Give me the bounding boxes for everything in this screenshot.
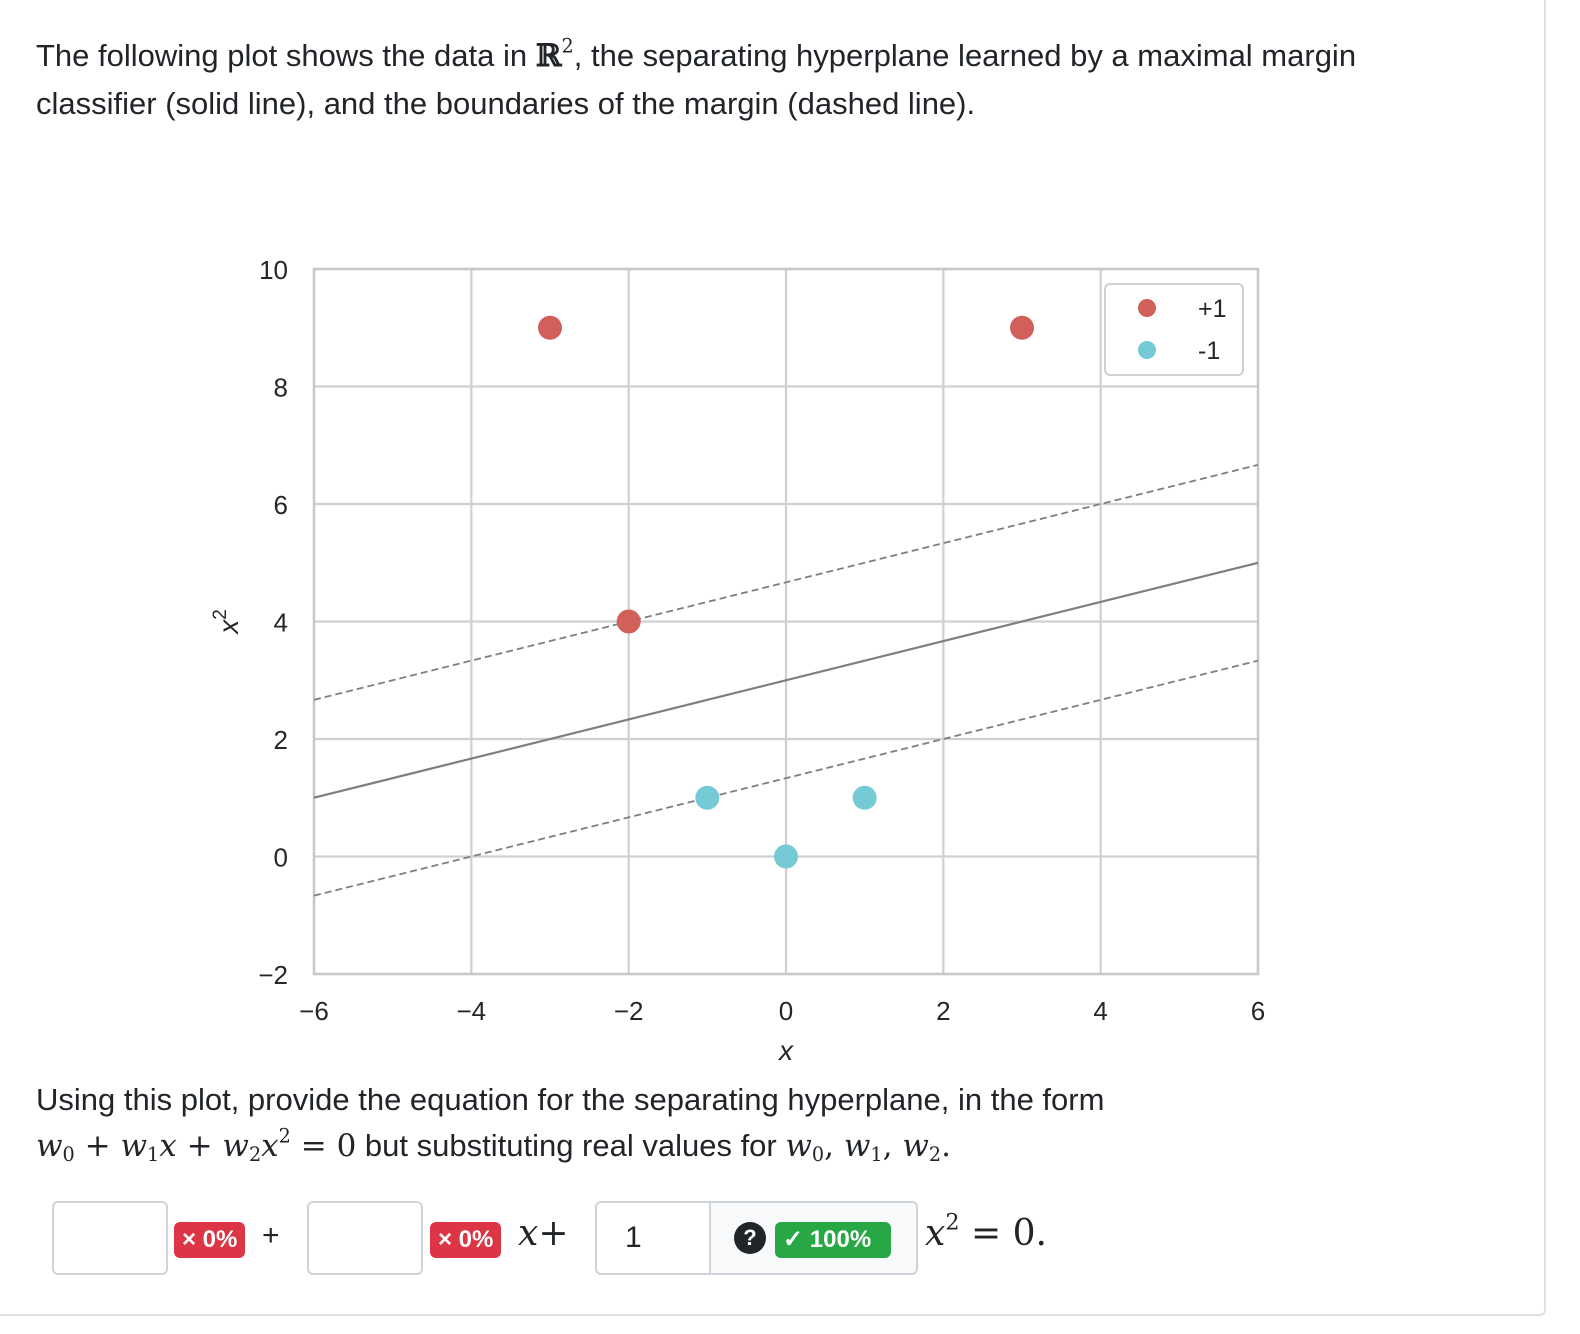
x-squared-equals-zero: x2 = 0. (925, 1209, 1047, 1254)
y-tick-label: 4 (274, 608, 288, 638)
w2-input[interactable] (595, 1201, 711, 1275)
weights-list: w0, w1, w2 (785, 1128, 942, 1166)
y-tick-label: 2 (274, 725, 288, 755)
x-tick-label: 6 (1251, 996, 1265, 1026)
data-point (852, 785, 877, 810)
data-point (774, 844, 798, 869)
x-tick-label: −6 (299, 996, 329, 1026)
separating-hyperplane-line (313, 561, 1259, 799)
x-tick-label: −4 (457, 996, 487, 1026)
margin-boundary-line (313, 463, 1259, 701)
legend-label: -1 (1198, 337, 1220, 365)
intro-text-end: , the separating hyperplane learned by a… (573, 38, 1357, 73)
plus-sign: + (262, 1219, 280, 1252)
real-set-symbol: ℝ (535, 38, 562, 74)
x-tick-label: 0 (779, 996, 793, 1026)
y-axis-label-exponent: 2 (210, 609, 231, 620)
y-tick-label: 6 (274, 490, 288, 520)
w1-input[interactable] (307, 1201, 423, 1275)
svm-plot: −6 −4 −2 0 2 4 6 −2 0 2 4 6 8 10 x x2 +1 -1 (210, 255, 1265, 1066)
y-tick-label: −2 (258, 960, 288, 990)
question-line-2: w0 + w1x + w2x2 = 0 but substituting rea… (36, 1122, 951, 1170)
question-end-period: . (941, 1128, 951, 1164)
data-point (538, 315, 562, 340)
w2-score-badge: ✓ 100% (775, 1222, 891, 1258)
w0-input[interactable] (52, 1201, 168, 1275)
y-axis-label: x2 (210, 609, 244, 636)
hyperplane-form-equation: w0 + w1x + w2x2 = 0 (36, 1124, 357, 1166)
intro-line-1: The following plot shows the data in ℝ2,… (36, 32, 1356, 80)
question-text: but substituting real values for (356, 1128, 786, 1163)
data-point (1010, 315, 1034, 340)
help-icon[interactable]: ? (734, 1222, 766, 1254)
y-tick-label: 10 (259, 255, 288, 285)
real-set-exponent: 2 (561, 34, 574, 58)
legend-label: +1 (1198, 295, 1227, 323)
plot-frame (312, 267, 1260, 976)
y-tick-label: 0 (274, 843, 288, 873)
x-tick-label: 2 (936, 996, 950, 1026)
intro-text-start: The following plot shows the data in (36, 38, 536, 73)
legend-marker (1138, 341, 1156, 359)
y-tick-label: 8 (274, 373, 288, 403)
question-card (0, 0, 1546, 1316)
question-line-1: Using this plot, provide the equation fo… (36, 1082, 1105, 1117)
intro-line-2: classifier (solid line), and the boundar… (36, 86, 976, 121)
legend-marker (1138, 299, 1156, 317)
w1-score-badge: × 0% (430, 1222, 502, 1258)
x-tick-label: −2 (614, 996, 644, 1026)
data-point (616, 609, 641, 634)
answer-row: × 0% + × 0% x+ ? ✓ 100% x2 = 0. (0, 1201, 1546, 1281)
x-axis-label: x (777, 1035, 794, 1066)
x-tick-label: 4 (1093, 996, 1107, 1026)
margin-boundary-line (313, 659, 1259, 897)
w0-score-badge: × 0% (174, 1222, 246, 1258)
x-plus-term: x+ (518, 1213, 569, 1254)
data-point (695, 785, 720, 810)
